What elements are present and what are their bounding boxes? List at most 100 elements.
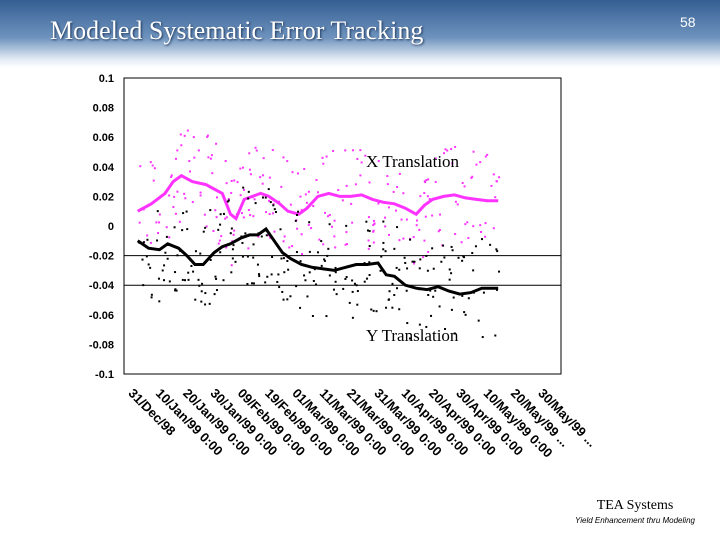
scatter-point bbox=[379, 269, 382, 272]
scatter-point bbox=[477, 319, 480, 322]
scatter-point bbox=[418, 228, 421, 231]
scatter-point bbox=[200, 300, 203, 303]
scatter-point bbox=[425, 179, 428, 182]
scatter-point bbox=[232, 244, 235, 247]
scatter-point bbox=[158, 277, 161, 280]
scatter-point bbox=[227, 198, 230, 201]
scatter-point bbox=[176, 149, 179, 152]
scatter-point bbox=[426, 195, 429, 198]
scatter-point bbox=[402, 192, 405, 195]
scatter-point bbox=[403, 256, 406, 259]
scatter-point bbox=[472, 269, 475, 272]
scatter-point bbox=[165, 226, 168, 229]
scatter-point bbox=[168, 280, 171, 283]
scatter-point bbox=[432, 267, 435, 270]
scatter-point bbox=[300, 233, 303, 236]
scatter-point bbox=[368, 230, 371, 233]
scatter-point bbox=[342, 287, 345, 290]
scatter-point bbox=[254, 202, 257, 205]
scatter-point bbox=[197, 278, 200, 281]
scatter-point bbox=[174, 271, 177, 274]
scatter-point bbox=[268, 199, 271, 202]
scatter-point bbox=[382, 220, 385, 223]
scatter-point bbox=[244, 232, 247, 235]
scatter-point bbox=[295, 285, 298, 288]
scatter-point bbox=[442, 244, 445, 247]
scatter-point bbox=[261, 182, 264, 185]
scatter-point bbox=[450, 308, 453, 311]
scatter-point bbox=[165, 235, 168, 238]
scatter-point bbox=[268, 176, 271, 179]
scatter-point bbox=[218, 239, 221, 242]
scatter-point bbox=[307, 223, 310, 226]
scatter-point bbox=[214, 209, 217, 212]
scatter-point bbox=[334, 246, 337, 249]
scatter-point bbox=[398, 239, 401, 242]
scatter-point bbox=[393, 247, 396, 250]
scatter-point bbox=[366, 277, 369, 280]
annotation-x-translation: X Translation bbox=[366, 152, 460, 171]
scatter-point bbox=[255, 149, 258, 152]
scatter-point bbox=[247, 190, 250, 193]
scatter-point bbox=[474, 245, 477, 248]
scatter-point bbox=[316, 191, 319, 194]
scatter-point bbox=[190, 264, 193, 267]
scatter-point bbox=[496, 250, 499, 253]
scatter-point bbox=[206, 135, 209, 138]
scatter-point bbox=[495, 180, 498, 183]
scatter-point bbox=[484, 235, 487, 238]
scatter-point bbox=[158, 221, 161, 224]
scatter-point bbox=[408, 337, 411, 340]
scatter-point bbox=[385, 306, 388, 309]
scatter-point bbox=[164, 251, 167, 254]
scatter-point bbox=[274, 211, 277, 214]
scatter-point bbox=[373, 222, 376, 225]
scatter-point bbox=[227, 199, 230, 202]
scatter-point bbox=[351, 221, 354, 224]
scatter-point bbox=[318, 238, 321, 241]
scatter-point bbox=[471, 252, 474, 255]
scatter-point bbox=[230, 191, 233, 194]
scatter-point bbox=[351, 279, 354, 282]
scatter-point bbox=[209, 258, 212, 261]
scatter-point bbox=[434, 157, 437, 160]
scatter-point bbox=[425, 325, 428, 328]
scatter-point bbox=[172, 206, 175, 209]
scatter-point bbox=[282, 298, 285, 301]
scatter-point bbox=[448, 268, 451, 271]
scatter-point bbox=[356, 157, 359, 160]
scatter-point bbox=[212, 229, 215, 232]
scatter-point bbox=[219, 213, 222, 216]
series-scatter-1 bbox=[138, 186, 501, 340]
scatter-point bbox=[283, 271, 286, 274]
scatter-point bbox=[404, 261, 407, 264]
scatter-point bbox=[353, 282, 356, 285]
scatter-point bbox=[425, 254, 428, 257]
scatter-point bbox=[265, 211, 268, 214]
scatter-point bbox=[156, 210, 159, 213]
scatter-point bbox=[411, 260, 414, 263]
scatter-point bbox=[472, 225, 475, 228]
scatter-point bbox=[295, 213, 298, 216]
scatter-point bbox=[224, 160, 227, 163]
scatter-point bbox=[239, 167, 242, 170]
scatter-point bbox=[174, 288, 177, 291]
scatter-point bbox=[225, 246, 228, 249]
scatter-point bbox=[184, 197, 187, 200]
scatter-point bbox=[386, 183, 389, 186]
scatter-point bbox=[253, 198, 256, 201]
scatter-point bbox=[372, 229, 375, 232]
scatter-point bbox=[289, 203, 292, 206]
scatter-point bbox=[364, 154, 367, 157]
scatter-point bbox=[463, 311, 466, 314]
scatter-point bbox=[215, 216, 218, 219]
scatter-point bbox=[233, 179, 236, 182]
scatter-point bbox=[294, 219, 297, 222]
scatter-point bbox=[242, 188, 245, 191]
scatter-point bbox=[258, 275, 261, 278]
scatter-point bbox=[158, 213, 161, 216]
scatter-point bbox=[320, 264, 323, 267]
series-line-0 bbox=[136, 173, 499, 222]
scatter-point bbox=[215, 289, 218, 292]
